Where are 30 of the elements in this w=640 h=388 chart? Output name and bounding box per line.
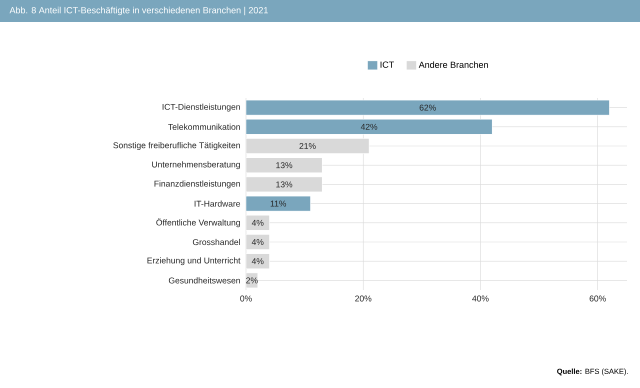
bar (246, 119, 492, 135)
legend-label: ICT (380, 61, 394, 68)
x-tick-label: 0% (240, 296, 252, 302)
data-label: 4% (252, 258, 264, 264)
text: Abb. 8 Anteil ICT-Beschäftigte in verschiedenen Branchen | 2021 (10, 6, 268, 16)
y-tick-label: Unternehmensberatung (152, 161, 240, 170)
y-tick-label: IT-Hardware (194, 200, 240, 207)
y-tick-label: ICT-Dienstleistungen (162, 104, 240, 112)
y-tick-label: Gesundheitswesen (168, 277, 240, 284)
data-label: 11% (270, 200, 286, 207)
x-tick-label: 20% (355, 296, 372, 302)
bar (246, 196, 311, 212)
y-tick-label: Telekommunikation (168, 124, 240, 130)
y-tick-label: Finanzdienstleistungen (154, 180, 240, 188)
data-label: 21% (299, 143, 316, 149)
y-tick-label: Sonstige freiberufliche Tätigkeiten (113, 142, 240, 150)
x-tick-label: 60% (590, 296, 606, 302)
data-label: 4% (252, 220, 264, 226)
y-tick-label: Öffentliche Verwaltung (156, 218, 240, 228)
bar (246, 100, 610, 116)
legend-label: Andere Branchen (418, 61, 488, 68)
data-label: 2% (246, 277, 258, 284)
data-label: 42% (360, 124, 378, 130)
data-label: 62% (420, 104, 436, 111)
x-tick-label: 40% (472, 296, 489, 302)
y-tick-label: Grosshandel (192, 238, 240, 246)
data-label: 4% (252, 239, 264, 245)
y-tick-label: Erziehung und Unterricht (147, 257, 240, 266)
data-label: 13% (276, 162, 292, 168)
data-label: 13% (276, 181, 292, 188)
